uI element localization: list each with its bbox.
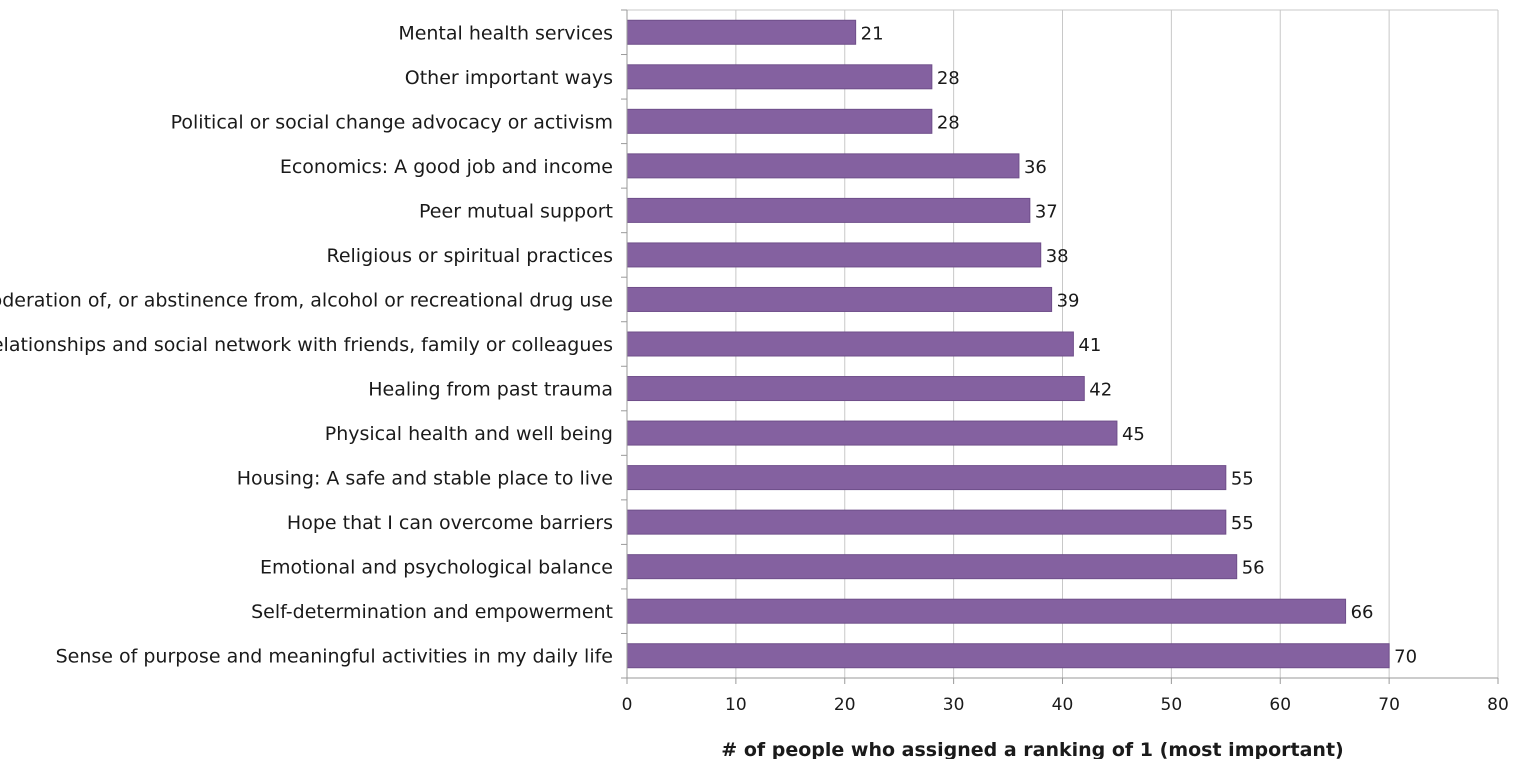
data-label: 28 (937, 68, 960, 89)
category-label: Economics: A good job and income (280, 156, 613, 178)
data-label: 66 (1351, 602, 1374, 623)
x-tick-label: 20 (834, 695, 856, 715)
x-tick-label: 0 (622, 695, 633, 715)
bar (626, 554, 1238, 580)
x-tick-label: 30 (943, 695, 965, 715)
bar (626, 242, 1042, 268)
x-tick-label: 80 (1487, 695, 1509, 715)
category-labels: Mental health services Other important wa… (0, 22, 613, 667)
bar (626, 598, 1347, 624)
data-label: 45 (1122, 424, 1145, 445)
category-label: Housing: A safe and stable place to live (237, 468, 613, 490)
bar (626, 108, 933, 134)
category-label: Sense of purpose and meaningful activiti… (56, 646, 613, 668)
bar (626, 376, 1085, 402)
category-label: Peer mutual support (419, 200, 613, 222)
data-label: 70 (1394, 647, 1417, 668)
category-label: Emotional and psychological balance (260, 557, 613, 579)
category-label: Other important ways (405, 67, 613, 89)
data-label: 37 (1035, 201, 1058, 222)
data-label: 38 (1046, 246, 1069, 267)
category-label: Moderation of, or abstinence from, alcoh… (0, 289, 613, 311)
bar (626, 197, 1031, 223)
data-label: 56 (1242, 558, 1265, 579)
data-label: 55 (1231, 469, 1254, 490)
data-label: 55 (1231, 513, 1254, 534)
bar (626, 331, 1074, 357)
bar (626, 509, 1227, 535)
bar (626, 420, 1118, 446)
bar (626, 465, 1227, 491)
bar (626, 643, 1390, 669)
category-label: Relationships and social network with fr… (0, 334, 613, 356)
bar (626, 286, 1053, 312)
bar (626, 64, 933, 90)
bars (626, 19, 1390, 669)
x-tick-label: 40 (1052, 695, 1074, 715)
x-tick-label: 70 (1378, 695, 1400, 715)
category-label: Physical health and well being (325, 423, 613, 445)
category-label: Political or social change advocacy or a… (171, 111, 613, 133)
value-labels: 21 28 28 36 37 38 39 41 42 45 55 55 56 66 70 (861, 23, 1417, 667)
data-label: 41 (1078, 335, 1101, 356)
bar (626, 153, 1020, 179)
x-axis-title: # of people who assigned a ranking of 1 … (721, 739, 1343, 759)
data-label: 42 (1089, 380, 1112, 401)
data-label: 36 (1024, 157, 1047, 178)
data-label: 21 (861, 23, 884, 44)
data-label: 28 (937, 112, 960, 133)
category-label: Mental health services (398, 22, 613, 44)
category-label: Religious or spiritual practices (326, 245, 613, 267)
axes (621, 9, 1499, 684)
x-tick-label: 10 (725, 695, 747, 715)
data-label: 39 (1057, 290, 1080, 311)
bar (626, 19, 857, 45)
x-tick-label: 50 (1161, 695, 1183, 715)
category-label: Self-determination and empowerment (251, 601, 613, 623)
category-label: Hope that I can overcome barriers (287, 512, 613, 534)
x-tick-labels: 0 10 20 30 40 50 60 70 80 (622, 695, 1509, 715)
category-label: Healing from past trauma (368, 379, 613, 401)
x-tick-label: 60 (1269, 695, 1291, 715)
